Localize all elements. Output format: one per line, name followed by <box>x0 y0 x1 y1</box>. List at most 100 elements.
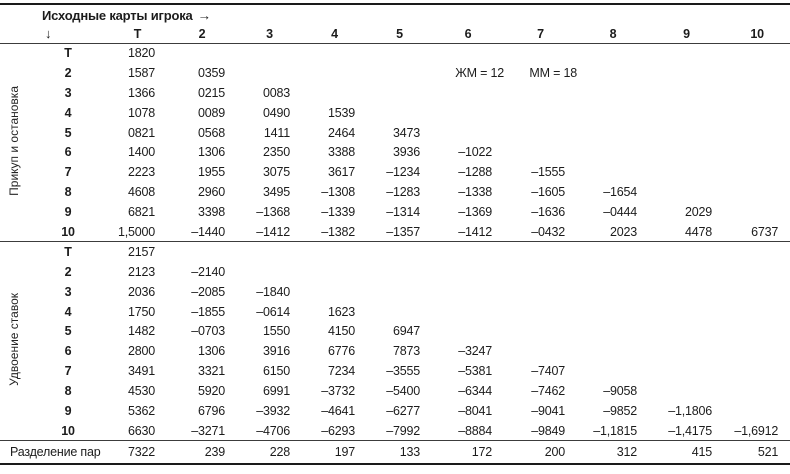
row-label: 4 <box>64 304 72 319</box>
value-cell <box>649 341 724 361</box>
value-cell: –4706 <box>256 423 290 438</box>
value-cell <box>724 63 790 83</box>
value-cell: –1440 <box>191 224 225 239</box>
value-cell: 2029 <box>684 205 712 220</box>
value-cell: –1338 <box>458 185 492 200</box>
row-label: 8 <box>64 185 72 200</box>
value-cell: 7873 <box>392 344 420 359</box>
value-cell: 1366 <box>127 85 155 100</box>
value-cell: 3936 <box>392 145 420 160</box>
value-cell <box>367 241 432 262</box>
value-cell: –1369 <box>458 205 492 220</box>
value-cell <box>237 63 302 83</box>
row-label: 3 <box>64 85 72 100</box>
value-cell: –2085 <box>191 284 225 299</box>
value-cell: –1,4175 <box>668 423 712 438</box>
value-cell: 0089 <box>197 105 225 120</box>
value-cell: –4641 <box>321 403 355 418</box>
value-cell: 312 <box>577 440 649 464</box>
value-cell: –3271 <box>191 423 225 438</box>
column-header-row: ↓ Т 2 3 4 5 6 7 8 9 10 <box>0 25 790 44</box>
table-row: 10 6630 –3271 –4706 –6293 –7992 –8884 –9849 –1,1… <box>0 421 790 441</box>
value-cell <box>649 241 724 262</box>
arrow-down-icon: ↓ <box>28 25 108 44</box>
value-cell: 1482 <box>127 324 155 339</box>
column-header: 8 <box>577 25 649 44</box>
value-cell: 6821 <box>127 205 155 220</box>
value-cell <box>649 142 724 162</box>
table-row: 2 1587 0359 ЖМ = 12 ММ = 18 <box>0 63 790 83</box>
value-cell <box>577 83 649 103</box>
value-cell: 1306 <box>197 145 225 160</box>
value-cell: 5362 <box>127 403 155 418</box>
value-cell <box>577 302 649 322</box>
value-cell: 3495 <box>262 185 290 200</box>
value-cell <box>237 241 302 262</box>
value-cell: –5381 <box>458 364 492 379</box>
row-label: 7 <box>64 364 72 379</box>
value-cell <box>302 282 367 302</box>
value-cell <box>302 63 367 83</box>
footer-label: Разделение пар <box>0 440 108 464</box>
value-cell <box>302 262 367 282</box>
value-cell: –1654 <box>603 185 637 200</box>
value-cell <box>577 43 649 63</box>
value-cell: –1,6912 <box>734 423 779 438</box>
value-cell <box>504 142 577 162</box>
value-cell: –1555 <box>531 165 565 180</box>
value-cell: 2960 <box>197 185 225 200</box>
value-cell: –6277 <box>386 403 420 418</box>
value-cell <box>504 341 577 361</box>
value-cell: 1587 <box>127 65 155 80</box>
value-cell <box>302 83 367 103</box>
column-header: 7 <box>504 25 577 44</box>
section-label-text: Прикуп и остановка <box>7 86 21 196</box>
value-cell: 3916 <box>262 344 290 359</box>
value-cell <box>649 83 724 103</box>
value-cell: 0568 <box>197 125 225 140</box>
value-cell: 521 <box>724 440 790 464</box>
value-cell <box>649 262 724 282</box>
value-cell <box>649 182 724 202</box>
value-cell: –3247 <box>458 344 492 359</box>
table-row: 6 1400 1306 2350 3388 3936 –1022 <box>0 142 790 162</box>
table-row: 7 3491 3321 6150 7234 –3555 –5381 –7407 <box>0 361 790 381</box>
value-cell: 239 <box>167 440 237 464</box>
row-label: 5 <box>64 125 72 140</box>
value-cell <box>649 162 724 182</box>
value-cell <box>367 83 432 103</box>
value-cell: –1357 <box>386 224 420 239</box>
value-cell: –1605 <box>531 185 565 200</box>
value-cell <box>432 241 504 262</box>
value-cell: 172 <box>432 440 504 464</box>
value-cell <box>504 262 577 282</box>
value-cell: 7322 <box>108 440 167 464</box>
value-cell <box>367 43 432 63</box>
value-cell <box>432 103 504 123</box>
arrow-right-icon: → <box>197 7 212 23</box>
table-row: Прикуп и остановка Т 1820 <box>0 43 790 196</box>
value-cell <box>577 361 649 381</box>
value-cell: 1955 <box>197 165 225 180</box>
value-cell <box>577 341 649 361</box>
value-cell: 2800 <box>127 344 155 359</box>
column-header: 9 <box>649 25 724 44</box>
value-cell <box>577 123 649 143</box>
value-cell: –6293 <box>321 423 355 438</box>
value-cell: –9852 <box>603 403 637 418</box>
value-cell: –1382 <box>321 224 355 239</box>
value-cell <box>432 282 504 302</box>
value-cell <box>577 241 649 262</box>
value-cell: –1412 <box>256 224 290 239</box>
value-cell: –0444 <box>603 205 637 220</box>
table-row: 5 0821 0568 1411 2464 3473 <box>0 123 790 143</box>
value-cell: –7462 <box>531 384 565 399</box>
value-cell: 3491 <box>127 364 155 379</box>
value-cell: –1283 <box>386 185 420 200</box>
annotation-cell: ММ = 18 <box>529 65 577 80</box>
value-cell: –7992 <box>386 423 420 438</box>
value-cell <box>724 282 790 302</box>
value-cell: 200 <box>504 440 577 464</box>
value-cell: 6947 <box>392 324 420 339</box>
row-label: 10 <box>61 224 75 239</box>
